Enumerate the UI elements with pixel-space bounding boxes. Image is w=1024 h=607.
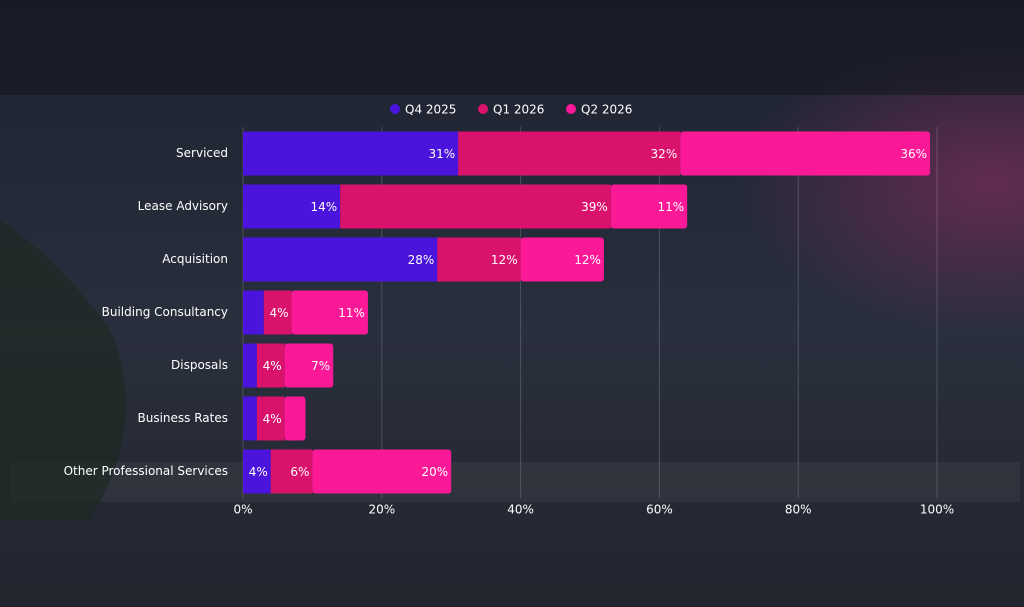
data-label: 11% [657, 200, 684, 214]
table [10, 462, 1020, 502]
x-tick-label: 100% [920, 503, 954, 517]
y-tick-label: Business Rates [138, 411, 229, 425]
data-label: 36% [900, 147, 927, 161]
bar-segment [284, 396, 306, 441]
bar-segment [437, 237, 521, 282]
x-tick-label: 60% [646, 503, 673, 517]
bar-segment [610, 184, 688, 229]
data-label: 12% [491, 253, 518, 267]
legend-label: Q4 2025 [405, 103, 456, 117]
y-tick-label: Building Consultancy [102, 305, 228, 319]
legend-marker [566, 104, 576, 114]
data-label: 4% [270, 306, 289, 320]
x-tick-label: 80% [785, 503, 812, 517]
bar-segment [270, 449, 313, 494]
data-label: 32% [651, 147, 678, 161]
data-label: 11% [338, 306, 365, 320]
bar-segment [256, 396, 285, 441]
data-label: 12% [574, 253, 601, 267]
bar-segment [458, 131, 681, 176]
data-label: 6% [290, 465, 309, 479]
y-tick-label: Other Professional Services [64, 464, 228, 478]
bar-segment [312, 449, 452, 494]
bar-segment [243, 131, 459, 176]
legend-marker [478, 104, 488, 114]
bar-segment [291, 290, 368, 335]
bar-segment [680, 131, 931, 176]
bar-segment [243, 290, 264, 335]
bar-segment [243, 184, 341, 229]
bar-segment [243, 396, 257, 441]
legend-label: Q1 2026 [493, 103, 544, 117]
legend-label: Q2 2026 [581, 103, 632, 117]
bar-segment [243, 237, 438, 282]
x-tick-label: 20% [368, 503, 395, 517]
data-label: 4% [263, 412, 282, 426]
data-label: 7% [311, 359, 330, 373]
data-label: 4% [249, 465, 268, 479]
bar-segment [263, 290, 292, 335]
y-tick-label: Lease Advisory [138, 199, 228, 213]
bar-segment [243, 449, 271, 494]
bar-segment [256, 343, 285, 388]
data-label: 31% [428, 147, 455, 161]
data-label: 4% [263, 359, 282, 373]
bar-segment [520, 237, 604, 282]
y-tick-label: Serviced [176, 146, 228, 160]
bar-segment [340, 184, 611, 229]
legend-marker [390, 104, 400, 114]
bar-segment [243, 343, 257, 388]
data-label: 39% [581, 200, 608, 214]
plant [0, 220, 126, 520]
data-label: 28% [408, 253, 435, 267]
y-tick-label: Disposals [171, 358, 228, 372]
ceiling [0, 0, 1024, 95]
data-label: 14% [310, 200, 337, 214]
x-tick-label: 40% [507, 503, 534, 517]
bar-segment [284, 343, 334, 388]
data-label: 20% [422, 465, 449, 479]
x-tick-label: 0% [233, 503, 252, 517]
y-tick-label: Acquisition [162, 252, 228, 266]
